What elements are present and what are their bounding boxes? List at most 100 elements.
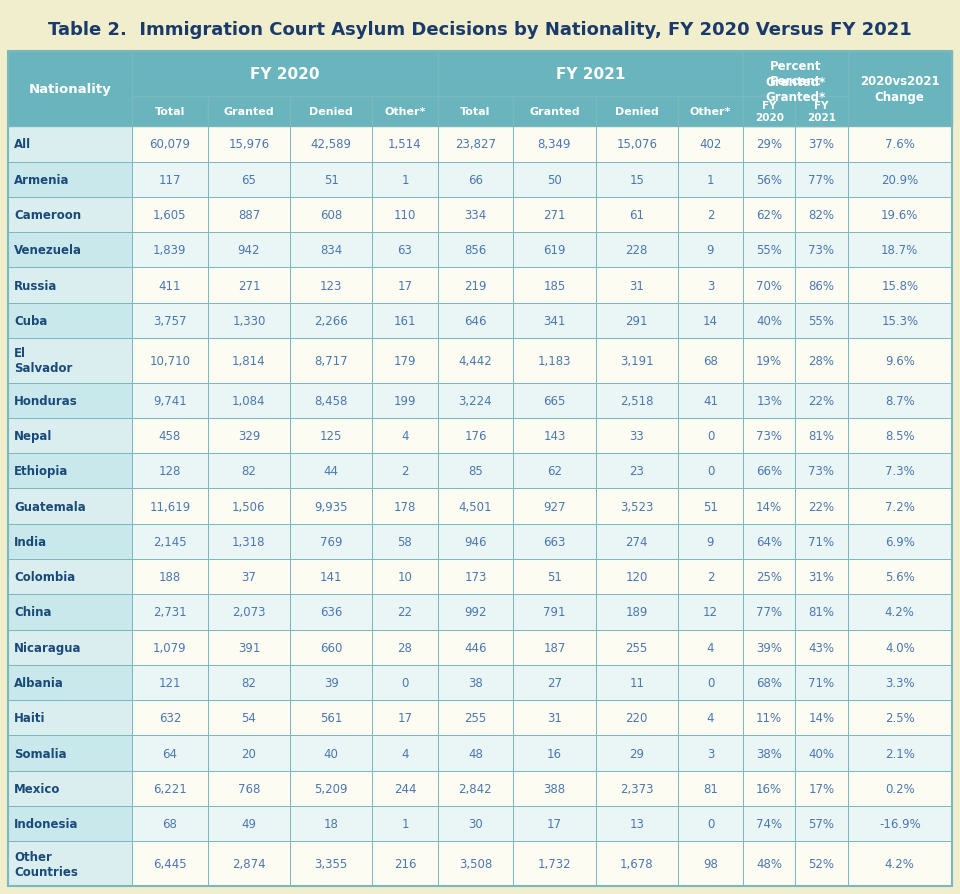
- Text: FY
2020: FY 2020: [755, 101, 783, 122]
- Bar: [438, 806, 514, 841]
- Bar: [132, 97, 207, 127]
- Text: 3,757: 3,757: [154, 315, 186, 327]
- Bar: [795, 665, 848, 700]
- Bar: [514, 771, 595, 806]
- Bar: [290, 339, 372, 384]
- Bar: [8, 630, 132, 665]
- Bar: [743, 841, 795, 886]
- Text: 60,079: 60,079: [150, 139, 190, 151]
- Bar: [514, 736, 595, 771]
- Text: 9: 9: [707, 244, 714, 257]
- Text: 20: 20: [242, 746, 256, 760]
- Text: 561: 561: [320, 712, 343, 724]
- Bar: [595, 665, 678, 700]
- Bar: [132, 232, 207, 268]
- Bar: [595, 268, 678, 303]
- Text: 992: 992: [465, 606, 487, 619]
- Text: 2,073: 2,073: [232, 606, 266, 619]
- Bar: [514, 630, 595, 665]
- Bar: [207, 489, 290, 524]
- Text: 216: 216: [394, 857, 417, 870]
- Bar: [795, 560, 848, 595]
- Text: 1,814: 1,814: [232, 354, 266, 367]
- Text: 14%: 14%: [756, 500, 782, 513]
- Text: 82: 82: [242, 676, 256, 689]
- Text: 66: 66: [468, 173, 483, 187]
- Bar: [132, 560, 207, 595]
- Bar: [438, 700, 514, 736]
- Text: Haiti: Haiti: [14, 712, 45, 724]
- Text: 2: 2: [707, 208, 714, 222]
- Text: Somalia: Somalia: [14, 746, 66, 760]
- Bar: [372, 771, 438, 806]
- Text: 0: 0: [707, 676, 714, 689]
- Text: Albania: Albania: [14, 676, 64, 689]
- Bar: [795, 736, 848, 771]
- Bar: [848, 163, 952, 198]
- Text: 942: 942: [238, 244, 260, 257]
- Bar: [207, 232, 290, 268]
- Text: 73%: 73%: [756, 430, 782, 443]
- Text: Nicaragua: Nicaragua: [14, 641, 82, 654]
- Bar: [372, 127, 438, 163]
- Text: 2,518: 2,518: [620, 394, 654, 408]
- Text: 15.3%: 15.3%: [881, 315, 919, 327]
- Bar: [848, 736, 952, 771]
- Text: 1: 1: [401, 817, 409, 831]
- Text: 199: 199: [394, 394, 417, 408]
- Text: 2: 2: [401, 465, 409, 477]
- Bar: [290, 127, 372, 163]
- Text: 22%: 22%: [808, 394, 834, 408]
- Bar: [514, 268, 595, 303]
- Bar: [207, 665, 290, 700]
- Text: 4.0%: 4.0%: [885, 641, 915, 654]
- Text: 663: 663: [543, 536, 565, 548]
- Text: 128: 128: [158, 465, 181, 477]
- Bar: [132, 736, 207, 771]
- Text: Total: Total: [460, 107, 491, 117]
- Text: Table 2.  Immigration Court Asylum Decisions by Nationality, FY 2020 Versus FY 2: Table 2. Immigration Court Asylum Decisi…: [48, 21, 912, 39]
- Text: 38: 38: [468, 676, 483, 689]
- Text: 1,183: 1,183: [538, 354, 571, 367]
- Bar: [438, 560, 514, 595]
- Text: 19.6%: 19.6%: [881, 208, 919, 222]
- Text: 185: 185: [543, 279, 565, 292]
- Text: 63: 63: [397, 244, 413, 257]
- Text: 48%: 48%: [756, 857, 782, 870]
- Text: 768: 768: [238, 782, 260, 795]
- Bar: [595, 560, 678, 595]
- Bar: [743, 339, 795, 384]
- Bar: [290, 418, 372, 453]
- Text: 1,514: 1,514: [388, 139, 421, 151]
- Text: 402: 402: [699, 139, 722, 151]
- Text: 9: 9: [707, 536, 714, 548]
- Bar: [743, 52, 848, 127]
- Text: 769: 769: [320, 536, 343, 548]
- Bar: [8, 418, 132, 453]
- Bar: [743, 665, 795, 700]
- Text: 255: 255: [465, 712, 487, 724]
- Bar: [795, 232, 848, 268]
- Text: Percent
Granted*: Percent Granted*: [765, 75, 826, 104]
- Bar: [290, 841, 372, 886]
- Text: 57%: 57%: [808, 817, 834, 831]
- Bar: [678, 453, 743, 489]
- Text: 1,084: 1,084: [232, 394, 266, 408]
- Text: El
Salvador: El Salvador: [14, 347, 72, 375]
- Bar: [678, 489, 743, 524]
- Text: FY 2021: FY 2021: [556, 67, 625, 81]
- Text: 0: 0: [401, 676, 409, 689]
- Text: 3,508: 3,508: [459, 857, 492, 870]
- Bar: [438, 97, 514, 127]
- Bar: [372, 489, 438, 524]
- Text: 3: 3: [707, 279, 714, 292]
- Bar: [207, 163, 290, 198]
- Bar: [290, 700, 372, 736]
- Bar: [743, 232, 795, 268]
- Bar: [848, 268, 952, 303]
- Bar: [595, 700, 678, 736]
- Text: 391: 391: [238, 641, 260, 654]
- Text: 329: 329: [238, 430, 260, 443]
- Text: 1,605: 1,605: [154, 208, 186, 222]
- Bar: [207, 127, 290, 163]
